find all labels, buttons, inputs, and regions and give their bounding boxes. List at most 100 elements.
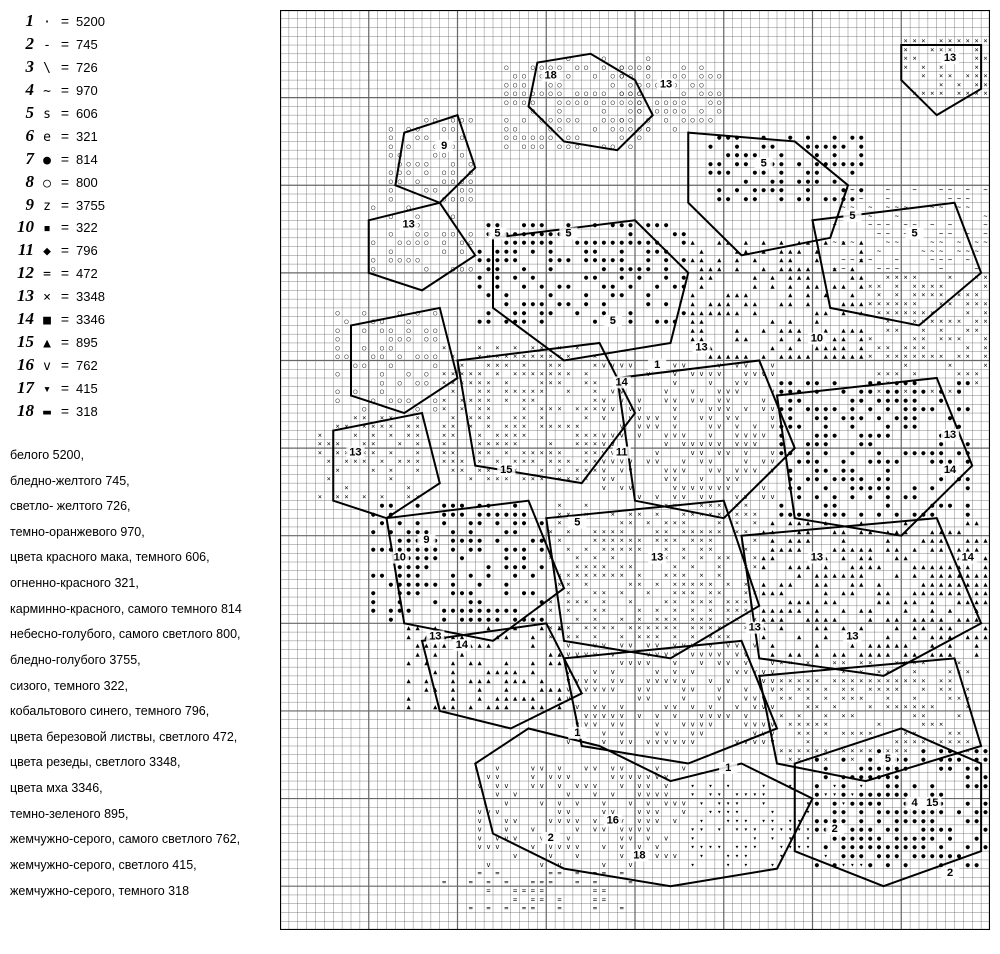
svg-text:○: ○ xyxy=(389,334,393,343)
svg-text:×: × xyxy=(575,553,579,562)
svg-text:v: v xyxy=(655,422,659,431)
svg-text:○: ○ xyxy=(682,62,686,71)
legend-symbol: e xyxy=(40,129,54,147)
svg-text:v: v xyxy=(557,798,561,807)
svg-text:×: × xyxy=(486,474,490,483)
svg-text:v: v xyxy=(708,676,712,685)
svg-text:~: ~ xyxy=(859,194,863,203)
svg-text:v: v xyxy=(584,685,588,694)
svg-text:×: × xyxy=(735,606,739,615)
svg-text:×: × xyxy=(540,352,544,361)
svg-text:○: ○ xyxy=(398,378,402,387)
svg-text:○: ○ xyxy=(407,334,411,343)
legend-symbol: × xyxy=(40,289,54,307)
legend-row: 7●=814 xyxy=(10,148,270,171)
svg-text:○: ○ xyxy=(540,89,544,98)
svg-text:×: × xyxy=(504,430,508,439)
svg-text:×: × xyxy=(495,360,499,369)
svg-text:×: × xyxy=(504,387,508,396)
svg-text:×: × xyxy=(859,746,863,755)
svg-text:×: × xyxy=(389,448,393,457)
svg-text:v: v xyxy=(664,834,668,843)
svg-text:○: ○ xyxy=(344,352,348,361)
svg-text:×: × xyxy=(549,369,553,378)
svg-text:14: 14 xyxy=(962,552,975,564)
svg-text:v: v xyxy=(717,685,721,694)
svg-text:×: × xyxy=(717,562,721,571)
svg-text:○: ○ xyxy=(584,62,588,71)
svg-text:○: ○ xyxy=(433,360,437,369)
svg-text:×: × xyxy=(451,413,455,422)
svg-text:▾: ▾ xyxy=(691,825,695,834)
svg-text:v: v xyxy=(753,693,757,702)
svg-text:~: ~ xyxy=(895,238,899,247)
svg-text:11: 11 xyxy=(616,447,628,459)
svg-text:×: × xyxy=(912,693,916,702)
svg-text:v: v xyxy=(664,676,668,685)
svg-text:×: × xyxy=(975,62,979,71)
svg-text:×: × xyxy=(549,352,553,361)
svg-text:○: ○ xyxy=(433,352,437,361)
legend-row: 9z=3755 xyxy=(10,194,270,217)
svg-text:×: × xyxy=(504,360,508,369)
svg-text:×: × xyxy=(318,430,322,439)
svg-text:×: × xyxy=(682,544,686,553)
color-description: цвета мха 3346, xyxy=(10,776,270,802)
svg-text:v: v xyxy=(726,676,730,685)
svg-text:○: ○ xyxy=(717,71,721,80)
legend-equals: = xyxy=(60,150,70,169)
svg-text:×: × xyxy=(691,579,695,588)
svg-text:×: × xyxy=(930,387,934,396)
svg-text:×: × xyxy=(904,360,908,369)
svg-text:~: ~ xyxy=(957,238,961,247)
svg-text:×: × xyxy=(682,579,686,588)
svg-text:v: v xyxy=(611,772,615,781)
svg-text:×: × xyxy=(655,509,659,518)
svg-text:○: ○ xyxy=(504,89,508,98)
color-description: цвета резеды, светлого 3348, xyxy=(10,750,270,776)
svg-text:v: v xyxy=(762,404,766,413)
legend-symbol: ▬ xyxy=(40,404,54,422)
svg-text:~: ~ xyxy=(895,255,899,264)
svg-text:×: × xyxy=(442,457,446,466)
svg-text:×: × xyxy=(841,693,845,702)
svg-text:×: × xyxy=(921,308,925,317)
svg-text:×: × xyxy=(921,36,925,45)
svg-text:○: ○ xyxy=(664,106,668,115)
svg-text:○: ○ xyxy=(575,133,579,142)
svg-text:v: v xyxy=(593,825,597,834)
svg-text:×: × xyxy=(975,299,979,308)
svg-text:16: 16 xyxy=(607,815,619,827)
svg-text:×: × xyxy=(726,632,730,641)
svg-text:×: × xyxy=(966,290,970,299)
svg-text:○: ○ xyxy=(424,378,428,387)
svg-text:=: = xyxy=(531,895,535,904)
color-description: небесно-голубого, самого светлого 800, xyxy=(10,622,270,648)
svg-text:~: ~ xyxy=(983,238,987,247)
left-column: 1·=52002-=7453\=7264~=9705s=6066e=3217●=… xyxy=(10,10,270,904)
svg-text:×: × xyxy=(912,676,916,685)
svg-text:▾: ▾ xyxy=(753,825,757,834)
svg-text:5: 5 xyxy=(849,210,855,222)
svg-text:▾: ▾ xyxy=(691,834,695,843)
svg-text:○: ○ xyxy=(371,352,375,361)
svg-text:=: = xyxy=(557,904,561,913)
legend-row: 10▪=322 xyxy=(10,216,270,239)
svg-text:○: ○ xyxy=(620,124,624,133)
legend-equals: = xyxy=(60,127,70,146)
svg-text:v: v xyxy=(664,395,668,404)
svg-text:×: × xyxy=(904,273,908,282)
svg-text:○: ○ xyxy=(451,229,455,238)
svg-text:v: v xyxy=(495,772,499,781)
svg-text:×: × xyxy=(353,413,357,422)
svg-text:v: v xyxy=(726,404,730,413)
svg-text:v: v xyxy=(602,737,606,746)
color-description: светло- желтого 726, xyxy=(10,494,270,520)
svg-text:○: ○ xyxy=(451,176,455,185)
svg-text:×: × xyxy=(575,422,579,431)
svg-text:×: × xyxy=(957,80,961,89)
svg-text:×: × xyxy=(708,597,712,606)
svg-text:×: × xyxy=(637,579,641,588)
svg-text:×: × xyxy=(886,299,890,308)
svg-text:2: 2 xyxy=(832,823,838,835)
